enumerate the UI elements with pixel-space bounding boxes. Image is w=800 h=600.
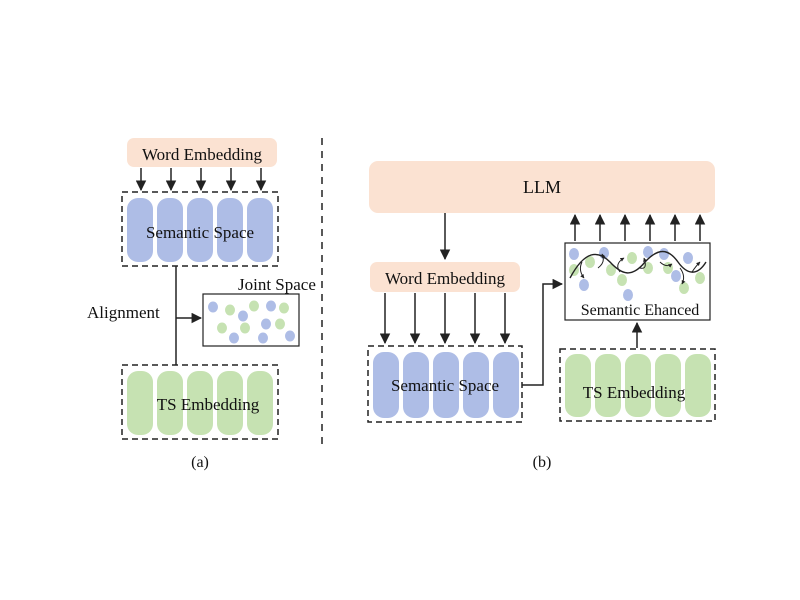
semantic-enhanced-small-arrows bbox=[579, 253, 701, 285]
panel-b: LLM Word Embedding Semantic Space bbox=[367, 161, 716, 471]
word-embedding-box-a bbox=[127, 138, 277, 167]
semantic-space-tokens-b bbox=[373, 352, 519, 418]
semantic-space-container-a bbox=[121, 191, 279, 267]
semantic-to-enhanced-connector bbox=[522, 278, 564, 386]
caption-b: (b) bbox=[533, 454, 552, 471]
ts-embedding-label-b: TS Embedding bbox=[583, 383, 686, 402]
word-embedding-label-b: Word Embedding bbox=[385, 269, 505, 288]
ts-embedding-tokens-a bbox=[127, 371, 273, 435]
word-embedding-label-a: Word Embedding bbox=[142, 145, 262, 164]
joint-space-dots bbox=[208, 300, 295, 344]
semantic-enhanced-dots bbox=[569, 246, 705, 301]
enhanced-to-llm-arrows bbox=[569, 213, 706, 241]
semantic-space-label-a: Semantic Space bbox=[146, 223, 254, 242]
ts-embedding-tokens-b bbox=[565, 354, 711, 417]
word-embedding-box-b bbox=[370, 262, 520, 292]
llm-label: LLM bbox=[523, 177, 561, 197]
ts-embedding-label-a: TS Embedding bbox=[157, 395, 260, 414]
ts-embedding-container-a bbox=[121, 364, 279, 440]
word-embedding-arrows-a bbox=[135, 168, 267, 192]
alignment-label: Alignment bbox=[87, 303, 160, 322]
llm-box bbox=[369, 161, 715, 213]
panel-a: Word Embedding Semantic Space Alignment … bbox=[87, 138, 316, 471]
word-embedding-arrows-b bbox=[379, 293, 511, 345]
semantic-space-tokens-a bbox=[127, 198, 273, 262]
semantic-space-label-b: Semantic Space bbox=[391, 376, 499, 395]
semantic-enhanced-label: Semantic Ehanced bbox=[581, 302, 700, 319]
ts-embedding-container-b bbox=[559, 348, 716, 422]
joint-space-label: Joint Space bbox=[238, 275, 316, 294]
caption-a: (a) bbox=[191, 454, 209, 471]
semantic-space-container-b bbox=[367, 345, 523, 423]
